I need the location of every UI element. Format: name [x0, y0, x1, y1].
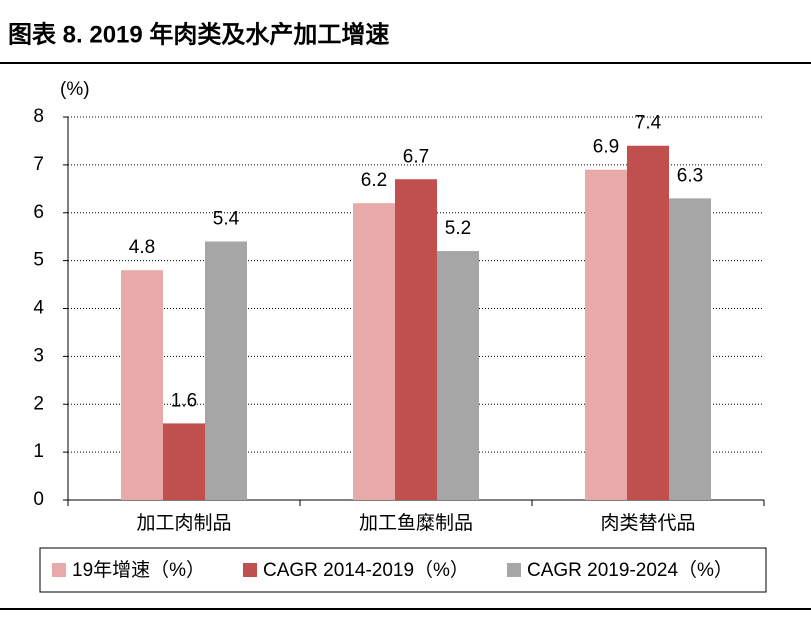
data-label: 6.2 — [361, 170, 387, 191]
y-tick-label: 2 — [33, 393, 44, 414]
data-label: 4.8 — [129, 237, 155, 258]
data-label: 5.2 — [445, 218, 471, 239]
y-tick-label: 4 — [33, 298, 44, 319]
y-axis-label: (%) — [60, 79, 90, 100]
data-label: 6.3 — [677, 165, 703, 186]
y-tick-label: 0 — [33, 489, 44, 510]
data-label: 6.7 — [403, 146, 429, 167]
legend-label: CAGR 2019-2024（%） — [527, 559, 733, 581]
legend-swatch — [507, 563, 521, 577]
data-label: 1.6 — [171, 390, 197, 411]
chart-title: 图表 8. 2019 年肉类及水产加工增速 — [8, 20, 389, 48]
legend-box — [39, 547, 767, 593]
bar — [395, 179, 437, 501]
x-tick-label: 肉类替代品 — [600, 512, 695, 534]
data-label: 7.4 — [635, 113, 662, 134]
legend-swatch — [52, 563, 66, 577]
bar — [669, 198, 711, 500]
legend-label: 19年增速（%） — [72, 559, 205, 581]
y-tick-label: 6 — [33, 202, 44, 223]
y-tick-label: 1 — [33, 441, 44, 462]
y-tick-label: 7 — [33, 154, 44, 175]
x-tick-label: 加工鱼糜制品 — [359, 512, 473, 534]
bar — [353, 203, 395, 501]
y-tick-label: 5 — [33, 250, 44, 271]
y-tick-label: 8 — [33, 106, 44, 127]
bar — [585, 169, 627, 500]
bar — [437, 251, 479, 500]
bar — [121, 270, 163, 500]
legend-label: CAGR 2014-2019（%） — [263, 559, 469, 581]
bar — [205, 241, 247, 500]
bar — [163, 423, 205, 500]
x-tick-label: 加工肉制品 — [136, 512, 231, 534]
bar — [627, 145, 669, 500]
y-tick-label: 3 — [33, 345, 44, 366]
data-label: 5.4 — [213, 208, 240, 229]
legend-swatch — [243, 563, 257, 577]
data-label: 6.9 — [593, 137, 619, 158]
